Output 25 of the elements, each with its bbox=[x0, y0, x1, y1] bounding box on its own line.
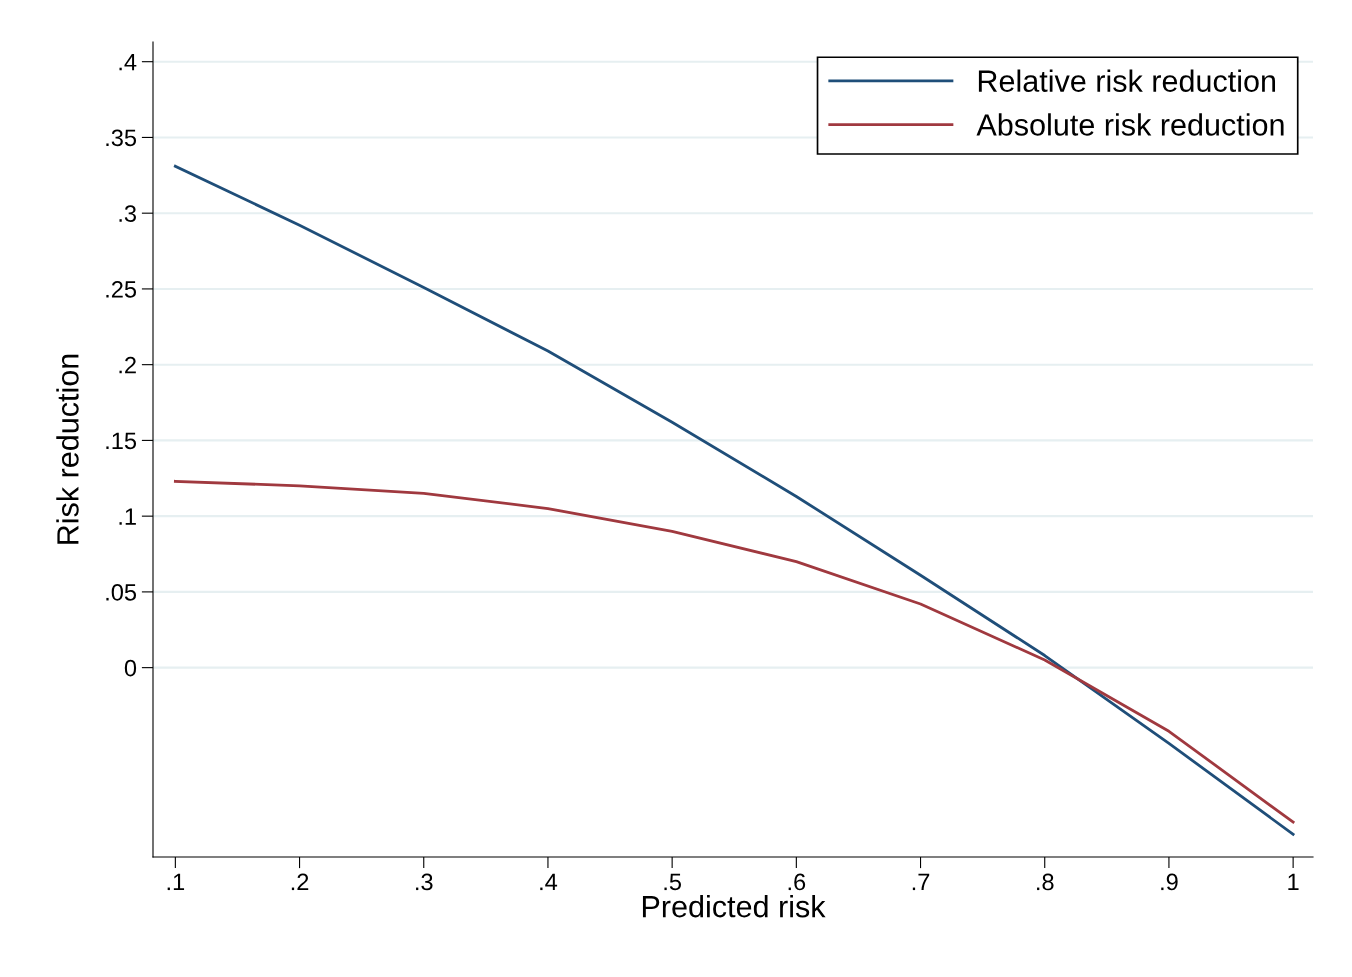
y-tick-label: .35 bbox=[106, 129, 137, 147]
x-tick-label: .2 bbox=[291, 873, 309, 891]
x-tick-label: .3 bbox=[416, 873, 433, 891]
x-tick-label: 1 bbox=[1288, 873, 1299, 891]
y-tick-label: .3 bbox=[119, 205, 136, 222]
y-axis-title: Risk reduction bbox=[56, 354, 79, 544]
y-tick-label: .2 bbox=[119, 356, 136, 374]
y-tick-label: .25 bbox=[106, 280, 137, 298]
x-tick-label: .8 bbox=[1037, 873, 1054, 891]
x-tick-label: .5 bbox=[664, 873, 681, 891]
y-tick-label: .1 bbox=[119, 508, 136, 525]
y-tick-label: 0 bbox=[124, 659, 137, 677]
y-tick-label: .4 bbox=[119, 54, 137, 71]
y-tick-label: .05 bbox=[106, 583, 137, 601]
x-tick-label: .7 bbox=[912, 873, 930, 891]
legend-label: Relative risk reduction bbox=[978, 69, 1276, 92]
x-tick-label: .9 bbox=[1161, 873, 1178, 891]
y-tick-label: .15 bbox=[106, 432, 137, 450]
x-tick-label: .1 bbox=[167, 873, 185, 891]
legend-label: Absolute risk reduction bbox=[976, 113, 1284, 136]
x-axis-title: Predicted risk bbox=[642, 894, 826, 918]
line-series bbox=[173, 164, 1295, 836]
x-tick-label: .6 bbox=[788, 873, 806, 891]
line-series bbox=[173, 479, 1295, 824]
x-tick-label: .4 bbox=[540, 873, 558, 891]
